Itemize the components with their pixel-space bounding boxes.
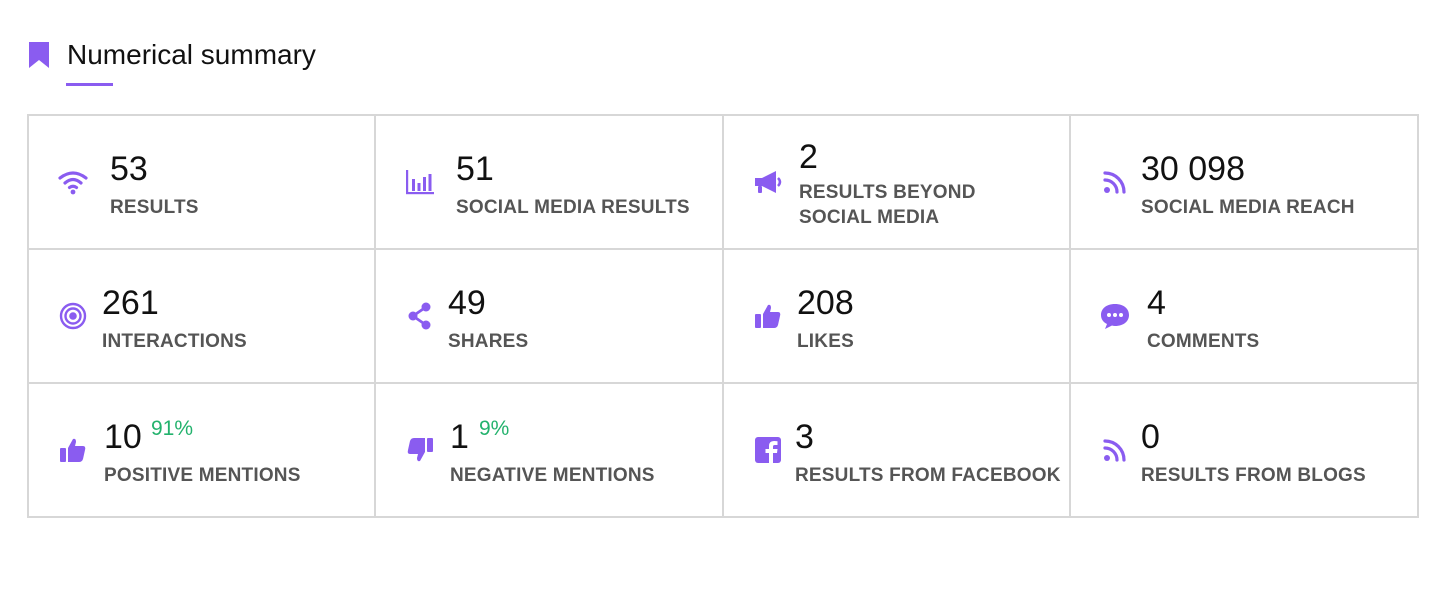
metric-positive-mentions: 10 91% POSITIVE MENTIONS bbox=[29, 384, 376, 516]
metric-results-beyond-social-media: 2 RESULTS BEYOND SOCIAL MEDIA bbox=[724, 116, 1071, 250]
thumbs-up-icon bbox=[57, 434, 89, 466]
metric-value: 0 bbox=[1141, 418, 1160, 456]
target-icon bbox=[57, 300, 89, 332]
metric-interactions: 261 INTERACTIONS bbox=[29, 250, 376, 384]
metric-value: 3 bbox=[795, 418, 814, 456]
metric-comments: 4 COMMENTS bbox=[1071, 250, 1417, 384]
facebook-icon bbox=[752, 434, 784, 466]
metric-label: SOCIAL MEDIA REACH bbox=[1141, 197, 1355, 218]
metric-value: 30 098 bbox=[1141, 150, 1245, 188]
share-icon bbox=[404, 300, 436, 332]
summary-grid: 53 RESULTS 51 SOCIAL MEDIA RESULTS 2 RES… bbox=[27, 114, 1419, 518]
metric-negative-mentions: 1 9% NEGATIVE MENTIONS bbox=[376, 384, 724, 516]
metric-label: RESULTS bbox=[110, 197, 199, 218]
comment-icon bbox=[1099, 300, 1131, 332]
thumbs-down-icon bbox=[404, 434, 436, 466]
metric-value: 208 bbox=[797, 284, 854, 322]
bar-chart-icon bbox=[404, 166, 436, 198]
metric-social-media-results: 51 SOCIAL MEDIA RESULTS bbox=[376, 116, 724, 250]
percent-badge: 9% bbox=[479, 417, 510, 440]
title-underline bbox=[66, 83, 113, 86]
metric-label: SOCIAL MEDIA RESULTS bbox=[456, 197, 690, 218]
metric-results-from-blogs: 0 RESULTS FROM BLOGS bbox=[1071, 384, 1417, 516]
metric-social-media-reach: 30 098 SOCIAL MEDIA REACH bbox=[1071, 116, 1417, 250]
metric-label: NEGATIVE MENTIONS bbox=[450, 465, 655, 486]
percent-badge: 91% bbox=[151, 417, 194, 440]
metric-label: POSITIVE MENTIONS bbox=[104, 465, 301, 486]
metric-value: 51 bbox=[456, 150, 494, 188]
metric-results-from-facebook: 3 RESULTS FROM FACEBOOK bbox=[724, 384, 1071, 516]
metric-value: 261 bbox=[102, 284, 159, 322]
rss-icon bbox=[1099, 166, 1131, 198]
metric-label: RESULTS FROM BLOGS bbox=[1141, 465, 1366, 486]
metric-results: 53 RESULTS bbox=[29, 116, 376, 250]
megaphone-icon bbox=[752, 166, 784, 198]
metric-value: 4 bbox=[1147, 284, 1166, 322]
section-title: Numerical summary bbox=[67, 39, 316, 70]
bookmark-icon bbox=[28, 42, 50, 68]
rss-icon bbox=[1099, 434, 1131, 466]
metric-value: 1 bbox=[450, 418, 469, 456]
metric-value: 2 bbox=[799, 138, 818, 176]
metric-label: SHARES bbox=[448, 331, 529, 352]
metric-label: INTERACTIONS bbox=[102, 331, 247, 352]
wifi-icon bbox=[57, 166, 89, 198]
metric-value: 10 bbox=[104, 418, 142, 456]
metric-label: COMMENTS bbox=[1147, 331, 1260, 352]
metric-shares: 49 SHARES bbox=[376, 250, 724, 384]
metric-label: RESULTS BEYOND SOCIAL MEDIA bbox=[799, 182, 976, 228]
metric-value: 53 bbox=[110, 150, 148, 188]
metric-value: 49 bbox=[448, 284, 486, 322]
thumbs-up-icon bbox=[752, 300, 784, 332]
metric-likes: 208 LIKES bbox=[724, 250, 1071, 384]
metric-label: RESULTS FROM FACEBOOK bbox=[795, 465, 1061, 486]
metric-label: LIKES bbox=[797, 331, 854, 352]
